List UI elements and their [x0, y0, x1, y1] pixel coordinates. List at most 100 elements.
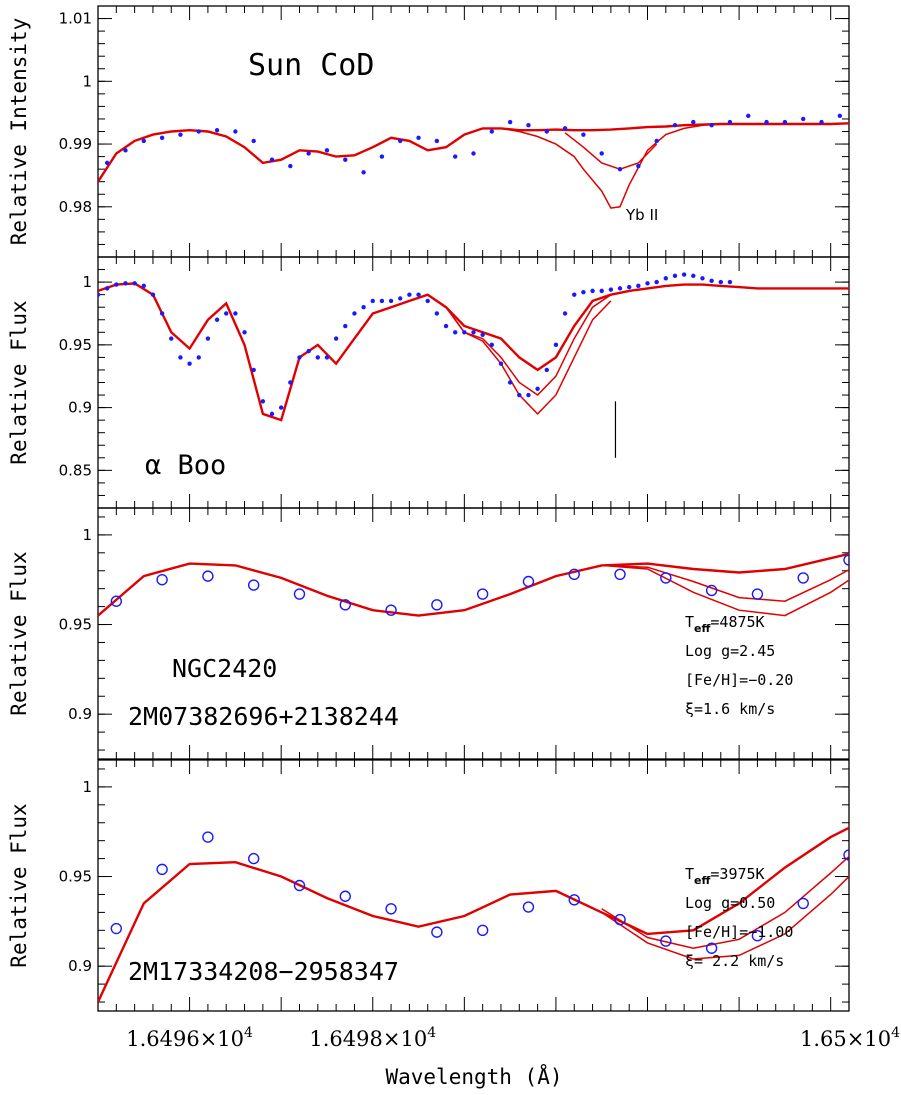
observed-point [452, 154, 458, 159]
y-axis-label: Relative Flux [7, 300, 31, 464]
panel-frame [97, 759, 850, 1012]
panel-alpha-boo: 0.85 0.9 0.95 1 Relative Flux α Boo [7, 256, 850, 509]
panel-ngc2420: 0.9 0.95 1 Relative Flux NGC2420 2M07382696+2… [7, 507, 900, 760]
observed-point [343, 157, 348, 162]
observed-point [110, 595, 123, 607]
observed-point [553, 342, 559, 348]
observed-point [202, 831, 214, 843]
observed-point [123, 281, 128, 286]
observed-point [104, 286, 110, 291]
y-tick-label: 1 [82, 526, 92, 544]
y-tick-label: 0.95 [59, 868, 92, 886]
observed-point [260, 399, 266, 404]
panel-annotation: Sun CoD [248, 48, 374, 83]
observed-point [425, 298, 430, 304]
teff-param: Teff=3975K [685, 865, 765, 887]
observed-point [562, 126, 568, 131]
observed-point [224, 311, 229, 316]
model-line [601, 564, 849, 617]
observed-point [660, 572, 672, 584]
observed-point [398, 296, 403, 301]
observed-point [462, 330, 467, 335]
observed-point [890, 807, 900, 817]
y-tick-label: 0.85 [59, 461, 92, 479]
observed-point [379, 298, 385, 304]
observed-point [819, 119, 824, 125]
observed-point [141, 283, 146, 289]
observed-point [751, 588, 764, 600]
observed-point [443, 323, 449, 329]
observed-point [205, 336, 211, 341]
observed-point [663, 276, 669, 281]
observed-point [581, 289, 586, 295]
observed-point [751, 930, 764, 942]
observed-point [352, 311, 357, 316]
observed-point [343, 323, 348, 329]
cluster-label: NGC2420 [172, 654, 277, 683]
observed-point [801, 116, 806, 122]
panel-annotation: α Boo [145, 450, 226, 481]
observed-point [361, 170, 366, 175]
observed-point [361, 305, 366, 310]
observed-point [782, 119, 788, 125]
observed-point [590, 288, 595, 294]
observed-point [385, 604, 397, 616]
observed-point [522, 901, 535, 913]
observed-point [572, 292, 577, 297]
observed-point [599, 151, 604, 156]
observed-point [654, 138, 659, 144]
observed-point [476, 924, 489, 937]
model-line [445, 294, 612, 396]
observed-point [617, 166, 623, 172]
observed-point [156, 574, 168, 586]
y-tick-label: 0.9 [68, 399, 92, 417]
y-axis-label: Relative Flux [7, 551, 31, 715]
observed-point [599, 288, 604, 294]
star-id: 2M07382696+2138244 [128, 702, 399, 731]
observed-point [705, 584, 718, 597]
observed-point [324, 148, 330, 153]
observed-point [202, 570, 214, 582]
observed-point [507, 119, 513, 125]
logg-param: Log g=2.45 [685, 642, 775, 660]
observed-point [242, 330, 247, 335]
observed-point [370, 298, 375, 304]
observed-point [431, 599, 443, 611]
star-id: 2M17334208−2958347 [128, 957, 399, 986]
model-line [601, 564, 849, 602]
y-axis-label: Relative Flux [7, 803, 31, 967]
observed-point [517, 392, 522, 398]
model-line [98, 282, 849, 422]
y-tick-label: 1.01 [59, 10, 92, 28]
observed-point [214, 128, 220, 133]
y-tick-label: 0.95 [59, 616, 92, 634]
feh-param: [Fe/H]=−1.00 [685, 923, 793, 941]
observed-point [709, 123, 714, 128]
observed-point [416, 292, 421, 297]
observed-point [544, 129, 549, 134]
observed-point [660, 935, 672, 947]
observed-point [324, 355, 330, 360]
observed-point [247, 579, 260, 591]
observed-point [251, 138, 256, 144]
observed-point [434, 311, 440, 316]
model-line [601, 875, 849, 960]
observed-point [452, 330, 458, 335]
observed-point [98, 292, 101, 297]
observed-point [608, 287, 614, 292]
logg-param: Log g=0.50 [685, 894, 775, 912]
observed-point [251, 367, 256, 373]
y-tick-label: 0.98 [59, 198, 92, 216]
y-tick-label: 1 [82, 72, 92, 90]
observed-point [797, 572, 809, 584]
observed-point [544, 367, 549, 373]
observed-point [297, 355, 302, 360]
observed-point [890, 541, 900, 551]
model-line [445, 300, 612, 415]
observed-point [379, 154, 385, 159]
model-line [564, 132, 658, 170]
observed-point [681, 272, 687, 277]
model-line [601, 855, 849, 949]
observed-point [110, 922, 123, 935]
